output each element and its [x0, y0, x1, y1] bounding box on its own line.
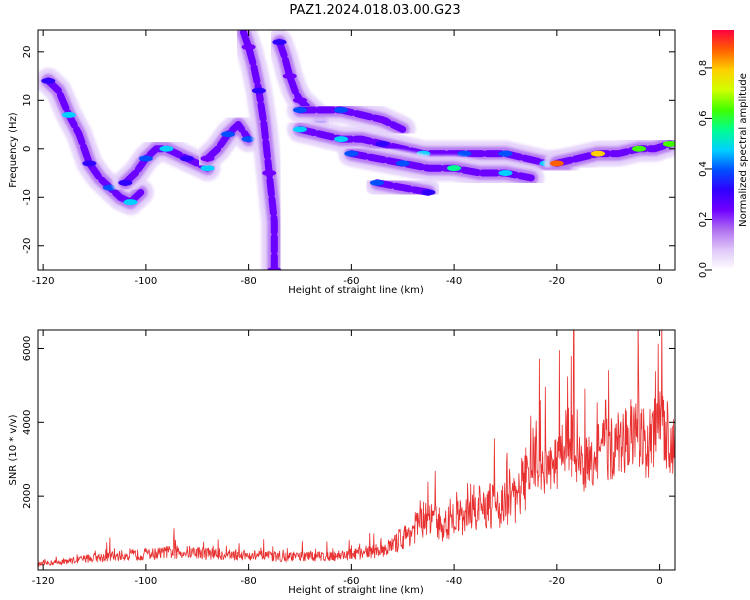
colorbar-ticks: 0.0 0.2 0.4 0.6 0.8	[698, 60, 712, 278]
snr-x-tick-label: -80	[240, 576, 256, 587]
spectrogram-x-tick-label: -40	[446, 276, 462, 287]
colorbar-tick-label: 0.6	[698, 110, 709, 126]
snr-frame	[37, 329, 676, 571]
spectrogram-y-tick-label: 10	[22, 94, 33, 107]
colorbar-scale	[712, 30, 734, 270]
spectrogram-x-tick-label: -60	[343, 276, 359, 287]
spectral-hotspot	[334, 107, 349, 113]
spectral-hotspot	[498, 170, 513, 177]
spectral-hotspot	[159, 145, 174, 152]
snr-panel: -120 -100 -80 -60 -40 -20 0 2000 4000 6000 Heigh…	[8, 329, 676, 596]
spectrogram-y-tick-label: 0	[22, 146, 33, 152]
spectral-hotspot	[267, 267, 282, 270]
snr-x-tick-label: 0	[656, 576, 662, 587]
spectrogram-features	[38, 30, 675, 270]
snr-x-ticks: -120 -100 -80 -60 -40 -20 0	[32, 330, 663, 587]
spectral-hotspot	[632, 145, 647, 152]
snr-y-ticks: 2000 4000 6000	[22, 336, 675, 509]
spectral-hotspot	[549, 160, 564, 167]
colorbar: 0.0 0.2 0.4 0.6 0.8 Normalized spectral ampl…	[698, 30, 749, 278]
spectral-core	[373, 179, 432, 196]
chart-title: PAZ1.2024.018.03.00.G23	[289, 3, 460, 18]
spectrogram-y-tick-label: -20	[22, 238, 33, 254]
snr-y-tick-label: 2000	[22, 483, 33, 508]
spectral-hotspot	[118, 179, 133, 186]
spectrogram-x-tick-label: -20	[549, 276, 565, 287]
spectrogram-x-axis-label: Height of straight line (km)	[288, 285, 424, 296]
snr-x-tick-label: -120	[32, 576, 55, 587]
spectral-hotspot	[662, 140, 675, 147]
snr-series-line	[38, 330, 675, 567]
spectral-hotspot	[344, 150, 359, 157]
colorbar-tick-label: 0.8	[698, 60, 709, 76]
snr-x-tick-label: -100	[135, 576, 158, 587]
spectrogram-x-tick-label: -120	[32, 276, 55, 287]
spectral-core	[240, 30, 278, 270]
spectral-hotspot	[241, 43, 256, 50]
snr-x-axis-label: Height of straight line (km)	[288, 585, 424, 596]
spectral-core	[553, 140, 674, 167]
spectral-hotspot	[395, 160, 410, 167]
spectrogram-x-ticks: -120 -100 -80 -60 -40 -20 0	[32, 30, 663, 287]
spectral-hotspot	[251, 87, 266, 94]
spectral-hotspot	[375, 116, 390, 123]
spectral-hotspot	[292, 107, 307, 113]
spectrogram-x-tick-label: -100	[135, 276, 158, 287]
spectral-hotspot	[370, 179, 385, 186]
colorbar-label: Normalized spectral amplitude	[738, 73, 749, 227]
spectral-hotspot	[375, 140, 390, 147]
spectral-hotspot	[61, 111, 76, 118]
spectrogram-x-tick-label: 0	[656, 276, 662, 287]
spectrogram-y-axis-label: Frequency (Hz)	[8, 112, 19, 188]
spectrogram-frame	[37, 29, 676, 271]
spectral-hotspot	[590, 150, 605, 157]
spectral-hotspot	[272, 39, 287, 46]
snr-x-tick-label: -60	[343, 576, 359, 587]
spectrogram-x-tick-label: -80	[240, 276, 256, 287]
spectral-hotspot	[498, 150, 513, 157]
spectral-hotspot	[179, 155, 194, 162]
spectral-core	[44, 77, 145, 206]
spectral-hotspot	[457, 150, 472, 157]
colorbar-tick-label: 0.2	[698, 212, 709, 228]
spectral-hotspot	[138, 155, 153, 162]
colorbar-tick-label: 0.4	[698, 161, 709, 177]
colorbar-tick-label: 0.0	[698, 262, 709, 278]
spectral-hotspot	[334, 136, 349, 143]
spectral-hotspot	[41, 77, 56, 84]
spectrogram-y-tick-label: 20	[22, 45, 33, 58]
snr-y-tick-label: 6000	[22, 336, 33, 361]
spectral-hotspot	[123, 199, 138, 206]
snr-x-tick-label: -20	[549, 576, 565, 587]
spectral-hotspot	[421, 189, 436, 196]
spectrogram-y-tick-label: -10	[22, 189, 33, 205]
spectral-hotspot	[200, 155, 215, 162]
spectral-hotspot	[221, 131, 236, 138]
spectrogram-y-ticks: -20 -10 0 10 20	[22, 45, 675, 254]
snr-y-axis-label: SNR (10 * v/v)	[8, 414, 19, 485]
spectral-hotspot	[262, 170, 277, 177]
spectral-hotspot	[282, 73, 297, 80]
spectral-hotspot	[292, 126, 307, 133]
spectral-hotspot	[241, 136, 256, 143]
snr-x-tick-label: -40	[446, 576, 462, 587]
spectral-hotspot	[447, 165, 462, 172]
snr-y-tick-label: 4000	[22, 410, 33, 435]
spectral-hotspot	[82, 160, 97, 167]
